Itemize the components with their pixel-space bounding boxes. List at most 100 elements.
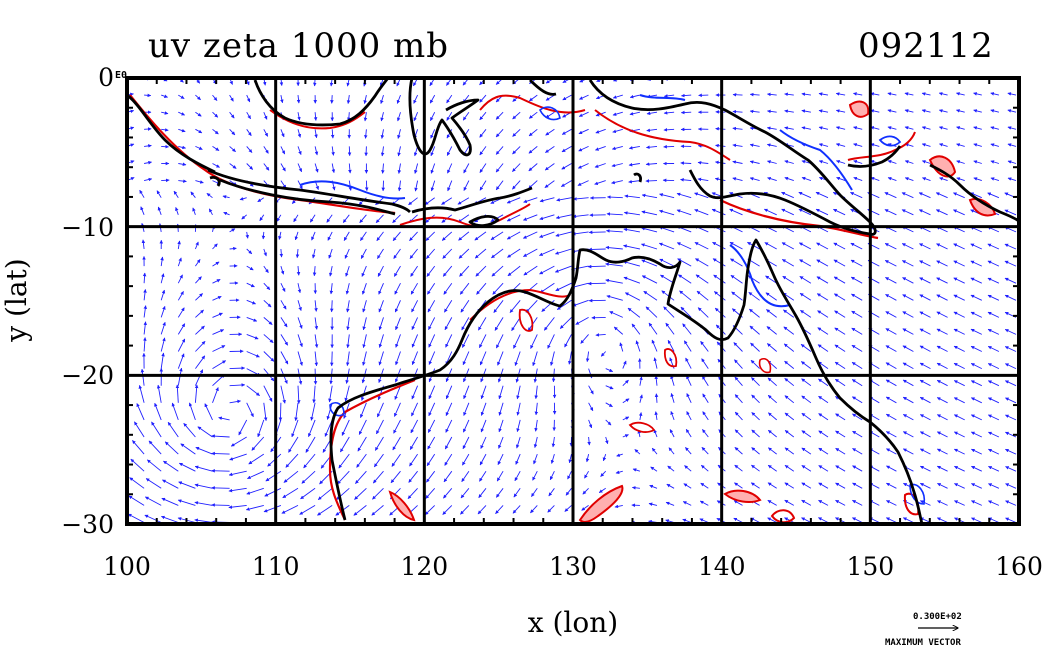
wind-vector	[462, 111, 470, 121]
wind-vector	[525, 299, 538, 313]
wind-vector	[264, 487, 282, 497]
wind-vector	[141, 239, 146, 250]
wind-vector	[305, 436, 316, 453]
wind-vector	[212, 345, 226, 352]
wind-vector	[971, 448, 982, 455]
wind-vector	[317, 505, 333, 516]
wind-vector	[659, 193, 675, 199]
wind-vector	[463, 402, 470, 416]
wind-vector	[192, 207, 196, 215]
wind-vector	[565, 488, 572, 496]
wind-vector	[749, 92, 760, 97]
wind-vector	[245, 231, 250, 239]
wind-vector	[280, 351, 289, 365]
wind-vector	[329, 300, 334, 313]
wind-vector	[314, 351, 319, 367]
wind-vector	[676, 209, 692, 216]
wind-vector	[394, 300, 401, 313]
wind-vector	[904, 177, 914, 182]
wind-vector	[1007, 109, 1017, 113]
wind-vector	[443, 282, 453, 295]
wind-vector	[310, 402, 316, 421]
wind-vector	[919, 260, 931, 267]
wind-vector	[817, 344, 829, 352]
neg-contour	[878, 135, 902, 147]
wind-vector	[562, 94, 572, 101]
wind-vector	[545, 111, 555, 119]
wind-vector	[479, 129, 487, 138]
wind-vector	[973, 143, 982, 147]
wind-vector	[512, 111, 521, 120]
wind-vector	[587, 264, 606, 269]
wind-vector	[426, 265, 436, 277]
wind-vector	[178, 179, 187, 183]
pos-contour	[628, 421, 656, 433]
wind-vector	[784, 92, 794, 97]
wind-vector	[427, 436, 436, 450]
wind-vector	[651, 447, 658, 455]
wind-vector	[816, 259, 829, 267]
wind-vector	[833, 208, 846, 216]
wind-vector	[646, 111, 658, 116]
wind-vector	[529, 94, 538, 102]
wind-vector	[629, 94, 641, 99]
wind-vector	[160, 305, 166, 318]
wind-vector	[887, 126, 897, 130]
wind-vector	[381, 163, 385, 174]
wind-vector	[188, 402, 196, 421]
wind-vector	[360, 231, 367, 241]
wind-vector	[363, 112, 368, 122]
wind-vector	[919, 448, 931, 455]
wind-vector	[886, 448, 897, 455]
wind-vector	[694, 241, 709, 250]
wind-vector	[511, 317, 521, 332]
x-tick-label: 150	[846, 552, 894, 581]
wind-vector	[641, 226, 658, 233]
wind-vector	[902, 396, 914, 404]
wind-vector	[622, 360, 627, 369]
wind-vector	[956, 177, 965, 182]
wind-vector	[694, 209, 709, 216]
wind-vector	[446, 146, 453, 156]
wind-vector	[246, 282, 255, 288]
wind-vector	[852, 413, 863, 421]
wind-vector	[665, 501, 675, 506]
wind-vector	[311, 231, 316, 241]
wind-vector	[695, 274, 709, 284]
wind-vector	[1004, 209, 1017, 216]
wind-vector	[424, 505, 436, 516]
wind-vector	[555, 231, 572, 237]
wind-vector	[663, 111, 675, 115]
wind-vector	[784, 447, 795, 455]
wind-vector	[533, 453, 538, 465]
pos-contour	[848, 100, 870, 118]
wind-vector	[579, 94, 589, 100]
wind-vector	[195, 94, 201, 101]
vector-key-value: 0.300E+02	[913, 612, 962, 622]
wind-vector	[194, 369, 204, 386]
wind-vector	[462, 453, 470, 466]
wind-vector	[886, 482, 897, 489]
wind-vector	[194, 465, 213, 472]
wind-vector	[919, 431, 931, 438]
wind-vector	[344, 385, 350, 402]
wind-vector	[380, 129, 385, 139]
wind-vector	[600, 470, 607, 477]
wind-vector	[408, 197, 418, 206]
wind-vector	[919, 465, 931, 472]
wind-vector	[160, 256, 164, 267]
wind-vector	[585, 351, 590, 363]
wind-vector	[359, 214, 367, 223]
wind-vector	[212, 387, 219, 403]
wind-vector	[661, 290, 675, 301]
wind-vector	[684, 465, 692, 472]
wind-vector	[818, 395, 829, 404]
wind-vector	[257, 197, 265, 203]
wind-vector	[936, 328, 948, 335]
wind-vector	[660, 274, 675, 284]
wind-vector	[362, 334, 367, 349]
wind-vector	[241, 214, 247, 220]
wind-vector	[161, 144, 169, 149]
wind-vector	[612, 128, 623, 134]
wind-vector	[782, 275, 795, 284]
